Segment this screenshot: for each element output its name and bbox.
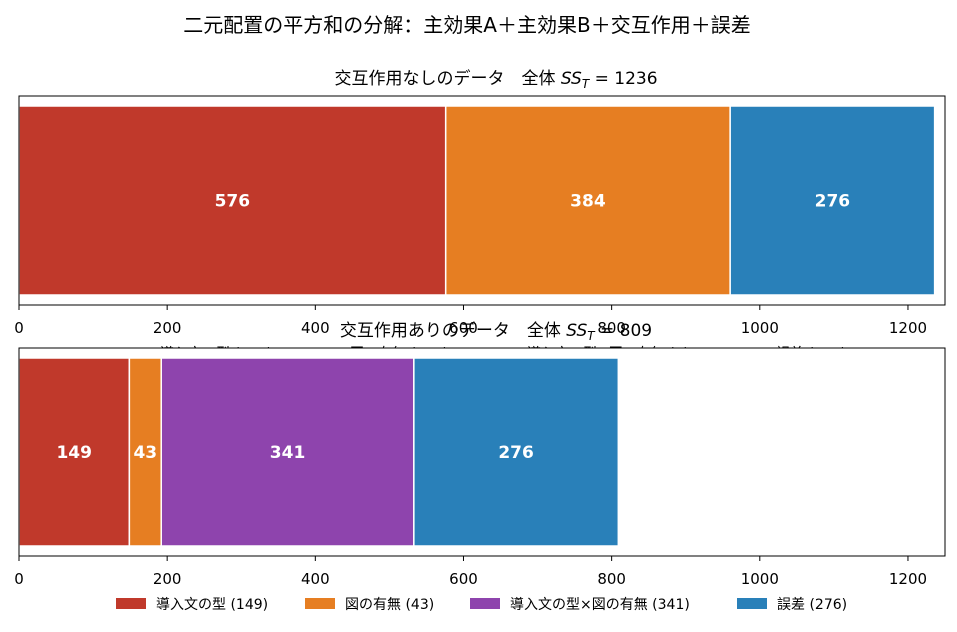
x-tick-label: 200: [153, 570, 182, 588]
x-tick-label: 200: [153, 319, 182, 337]
legend-label: 導入文の型 (149): [156, 597, 268, 613]
legend: 導入文の型 (149) 図の有無 (43) 導入文の型×図の有無 (341) 誤差 (…: [116, 597, 847, 613]
panel-title: 交互作用ありのデータ 全体 SST = 809: [340, 320, 652, 343]
bar-segment: [18, 105, 447, 296]
x-tick-label: 1200: [889, 570, 927, 588]
legend-label: 図の有無 (43): [345, 597, 434, 613]
legend-label: 導入文の型×図の有無 (341): [510, 597, 690, 613]
panel-2: 149 43 341 276 0 200 400 600 800 1000 1200 交互作用ありのデ…: [14, 320, 946, 613]
legend-swatch: [305, 598, 335, 609]
bar-segment: [444, 105, 731, 296]
panel-title: 交互作用なしのデータ 全体 SST = 1236: [334, 68, 657, 91]
x-tick-label: 600: [449, 570, 478, 588]
x-tick-label: 1200: [889, 319, 927, 337]
bar-segment: [128, 357, 162, 547]
legend-label: 誤差 (276): [777, 597, 847, 613]
panel-1: 576 384 276 0 200 400 600 800 1000 1200 交互作用なしのデータ…: [14, 68, 946, 362]
bar-value-label: 43: [133, 443, 157, 463]
x-tick-label: 1000: [741, 570, 779, 588]
bar-segment: [413, 357, 620, 547]
legend-swatch: [470, 598, 500, 609]
bar-segment: [160, 357, 415, 547]
x-tick-label: 800: [597, 570, 626, 588]
x-tick-label: 400: [301, 570, 330, 588]
bar-value-label: 149: [56, 443, 92, 463]
bar-segment: [729, 105, 936, 296]
x-tick-label: 600: [449, 319, 478, 337]
legend-swatch: [737, 598, 767, 609]
figure-title: 二元配置の平方和の分解：主効果A＋主効果B＋交互作用＋誤差: [183, 13, 750, 37]
legend-swatch: [116, 598, 146, 609]
axes-frame: [18, 347, 946, 557]
axes-frame: [18, 95, 946, 306]
bar-value-label: 276: [815, 192, 851, 212]
bar-value-label: 384: [570, 192, 606, 212]
x-tick-label: 0: [14, 570, 24, 588]
bar-value-label: 341: [270, 443, 306, 463]
x-tick-label: 0: [14, 319, 24, 337]
bar-value-label: 576: [215, 192, 251, 212]
x-tick-label: 1000: [741, 319, 779, 337]
x-tick-label: 800: [597, 319, 626, 337]
x-tick-label: 400: [301, 319, 330, 337]
bar-value-label: 276: [498, 443, 534, 463]
